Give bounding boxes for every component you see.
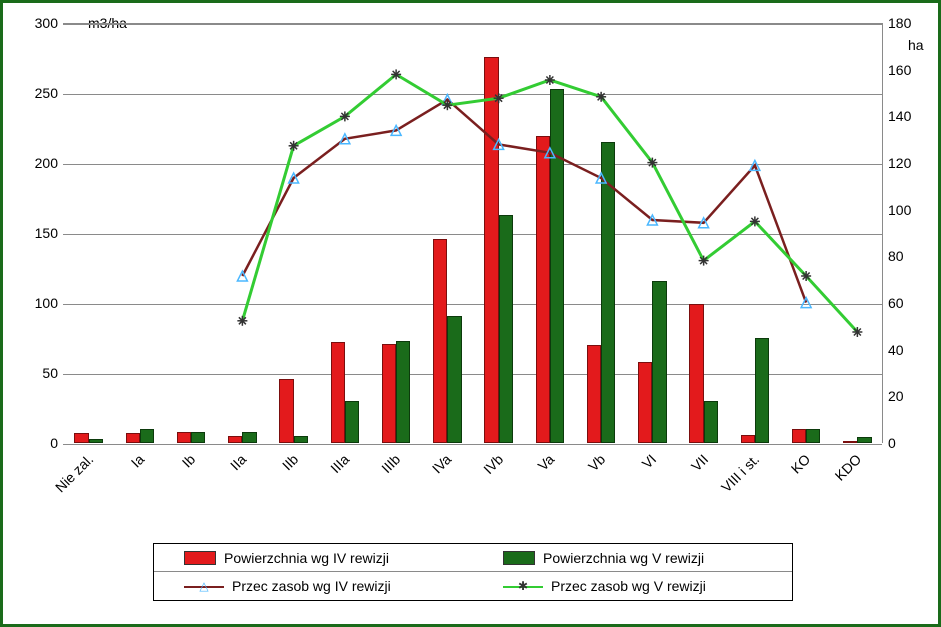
y-right-tick-label: 120 [888,155,928,171]
asterisk-marker-icon [647,158,657,168]
lines-layer [63,24,882,443]
x-category-label: IIIb [362,451,403,492]
swatch-bar-red [184,551,216,565]
legend-row-lines: △ Przec zasob wg IV rewizji ✱ Przec zaso… [154,572,792,600]
line-series [242,74,857,332]
y-right-tick-label: 60 [888,295,928,311]
asterisk-marker-icon [494,93,504,103]
asterisk-marker-icon [699,256,709,266]
line-series [242,100,806,303]
x-category-label: IIa [214,451,249,486]
legend-label: Powierzchnia wg IV rewizji [224,550,389,566]
x-category-label: Nie zal. [32,451,96,515]
y-right-tick-label: 160 [888,62,928,78]
swatch-bar-green [503,551,535,565]
x-category-label: IIb [266,451,301,486]
legend-label: Powierzchnia wg V rewizji [543,550,704,566]
asterisk-marker-icon [340,111,350,121]
x-category-label: IIIa [311,451,352,492]
y-right-tick-label: 0 [888,435,928,451]
asterisk-marker-icon [545,75,555,85]
asterisk-marker-icon [391,69,401,79]
x-category-label: VII [676,451,711,486]
y-right-tick-label: 180 [888,15,928,31]
legend-label: Przec zasob wg IV rewizji [232,578,391,594]
legend-item-bar-green: Powierzchnia wg V rewizji [473,550,792,566]
legend-item-line-iv: △ Przec zasob wg IV rewizji [154,578,473,594]
asterisk-marker-icon [750,216,760,226]
x-category-label: Ia [117,451,147,481]
legend: Powierzchnia wg IV rewizji Powierzchnia … [153,543,793,601]
swatch-line-iv: △ [184,579,224,593]
x-category-label: KDO [829,451,864,486]
x-axis-labels: Nie zal.IaIbIIaIIbIIIaIIIbIVaIVbVaVbVIVI… [63,445,883,525]
x-category-label: VI [630,451,660,481]
x-category-label: Vb [579,451,609,481]
legend-row-bars: Powierzchnia wg IV rewizji Powierzchnia … [154,544,792,572]
chart-frame: m3/ha ha 050100150200250300 020406080100… [0,0,941,627]
y-right-tick-label: 140 [888,108,928,124]
y-right-tick-label: 80 [888,248,928,264]
y-left-tick-label: 300 [23,15,58,31]
swatch-line-v: ✱ [503,579,543,593]
y-left-tick-label: 150 [23,225,58,241]
asterisk-marker-icon [442,100,452,110]
plot-area [63,23,883,443]
y-left-tick-label: 50 [23,365,58,381]
y-right-tick-label: 20 [888,388,928,404]
x-category-label: IVb [471,451,506,486]
x-category-label: KO [784,451,814,481]
asterisk-marker-icon [801,271,811,281]
x-category-label: IVa [419,451,454,486]
asterisk-marker-icon [237,316,247,326]
y-right-tick-label: 40 [888,342,928,358]
legend-label: Przec zasob wg V rewizji [551,578,706,594]
y-left-tick-label: 200 [23,155,58,171]
y-left-tick-label: 100 [23,295,58,311]
asterisk-marker-icon [852,327,862,337]
legend-item-line-v: ✱ Przec zasob wg V rewizji [473,578,792,594]
x-category-label: Ib [169,451,199,481]
y-left-tick-label: 0 [23,435,58,451]
legend-item-bar-red: Powierzchnia wg IV rewizji [154,550,473,566]
asterisk-marker-icon [596,92,606,102]
y-right-tick-label: 100 [888,202,928,218]
asterisk-marker-icon [289,141,299,151]
y-left-tick-label: 250 [23,85,58,101]
triangle-marker-icon [801,298,811,308]
y-right-unit: ha [908,37,924,53]
x-category-label: Va [527,451,557,481]
triangle-marker-icon [237,271,247,281]
